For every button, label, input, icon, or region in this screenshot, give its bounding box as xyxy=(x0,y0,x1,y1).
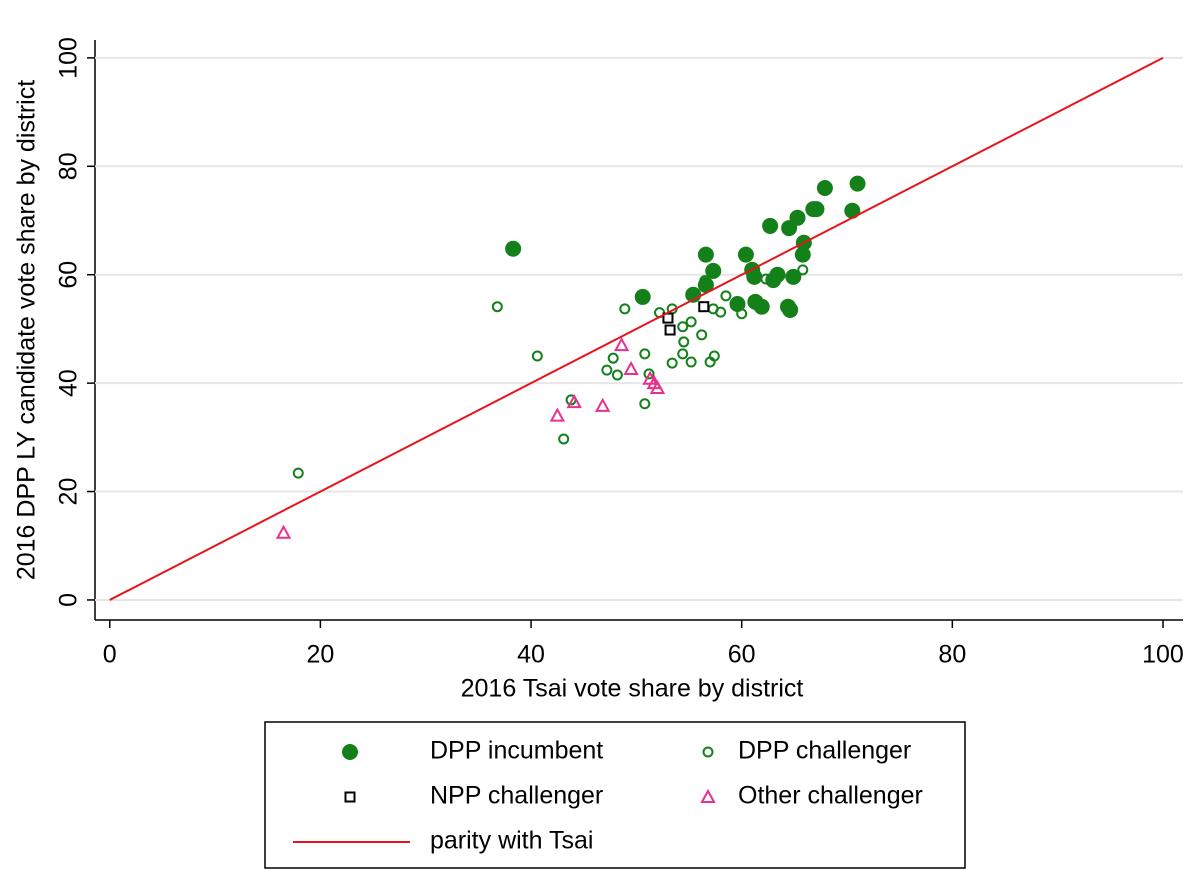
x-tick-label: 60 xyxy=(728,641,756,669)
x-tick-label: 80 xyxy=(938,641,966,669)
point xyxy=(666,357,678,369)
point xyxy=(697,246,714,263)
y-tick-label: 100 xyxy=(55,37,83,79)
point xyxy=(292,467,304,479)
point xyxy=(849,175,866,192)
point xyxy=(531,350,543,362)
x-tick-label: 20 xyxy=(306,641,334,669)
parity-line xyxy=(109,56,1164,601)
y-tick-label: 20 xyxy=(55,478,83,506)
point xyxy=(737,246,754,263)
point xyxy=(623,360,639,376)
point xyxy=(729,295,746,312)
point xyxy=(549,407,566,422)
point xyxy=(611,369,623,381)
legend-symbol xyxy=(702,746,714,758)
point xyxy=(685,356,697,368)
point xyxy=(685,286,702,303)
point xyxy=(643,368,655,380)
point xyxy=(736,308,748,320)
y-tick-label: 80 xyxy=(55,152,83,180)
point xyxy=(677,321,689,333)
point xyxy=(607,352,619,364)
point xyxy=(753,298,770,315)
point xyxy=(677,348,689,360)
point xyxy=(639,348,651,360)
point xyxy=(789,209,806,226)
x-tick-label: 40 xyxy=(517,641,545,669)
x-tick-label: 100 xyxy=(1142,641,1184,669)
y-tick-label: 60 xyxy=(55,261,83,289)
legend-label: Other challenger xyxy=(738,782,923,810)
point xyxy=(785,268,802,285)
point xyxy=(696,329,708,341)
point xyxy=(613,337,630,352)
point xyxy=(619,303,631,315)
legend-label: DPP challenger xyxy=(738,737,911,765)
point xyxy=(708,350,720,362)
point xyxy=(664,324,676,336)
point xyxy=(699,275,711,287)
point xyxy=(769,266,786,283)
point xyxy=(566,394,582,409)
point xyxy=(491,301,503,313)
point xyxy=(594,397,611,412)
point xyxy=(505,240,522,257)
point xyxy=(808,201,825,218)
point xyxy=(558,433,570,445)
legend-symbol xyxy=(700,788,716,803)
x-axis-title: 2016 Tsai vote share by district xyxy=(461,675,804,703)
point xyxy=(678,336,690,348)
point xyxy=(746,268,763,285)
point xyxy=(634,288,651,305)
point xyxy=(816,179,833,196)
point xyxy=(649,379,666,394)
y-tick-label: 40 xyxy=(55,369,83,397)
point xyxy=(797,264,809,276)
point xyxy=(720,290,732,302)
point xyxy=(715,306,727,318)
point xyxy=(760,273,772,285)
legend-box xyxy=(264,721,966,869)
y-axis-title: 2016 DPP LY candidate vote share by dist… xyxy=(13,80,41,580)
point xyxy=(685,316,697,328)
x-tick-label: 0 xyxy=(103,641,117,669)
point xyxy=(275,524,292,539)
point xyxy=(844,202,861,219)
point xyxy=(762,217,779,234)
legend-symbol xyxy=(344,791,356,803)
legend-label: NPP challenger xyxy=(430,782,603,810)
y-tick-label: 0 xyxy=(55,593,83,607)
point xyxy=(698,301,710,313)
point xyxy=(794,246,811,263)
legend-label: DPP incumbent xyxy=(430,737,603,765)
legend-label: parity with Tsai xyxy=(430,827,594,855)
legend-symbol xyxy=(342,744,358,760)
point xyxy=(705,262,722,279)
point xyxy=(601,364,613,376)
point xyxy=(782,301,799,318)
point xyxy=(639,398,651,410)
